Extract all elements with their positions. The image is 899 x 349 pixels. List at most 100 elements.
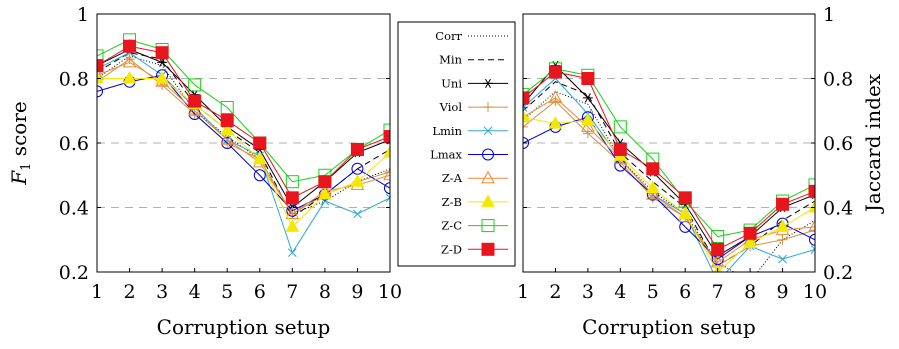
data-point	[523, 109, 530, 123]
data-point	[548, 90, 563, 103]
y-axis-label: Jaccard index	[861, 73, 885, 214]
series-lines	[97, 33, 390, 258]
tick-labels: 0.20.40.60.811 2 3 4 5 6 7 8 9 10	[517, 4, 853, 303]
data-point	[155, 70, 169, 84]
x-tick-label: 7	[712, 281, 724, 303]
series-line	[523, 77, 815, 272]
series-line	[97, 78, 390, 228]
legend-marker	[483, 78, 493, 88]
tick-labels: 0.20.40.60.811 2 3 4 5 6 7 8 9 10	[59, 4, 402, 303]
data-point	[582, 128, 593, 139]
data-point	[523, 103, 528, 112]
data-point	[385, 167, 390, 178]
data-point	[548, 116, 563, 129]
x-tick-label: 10	[378, 281, 402, 303]
x-axis-label: Corruption setup	[157, 315, 331, 339]
data-point	[383, 167, 390, 181]
data-point	[350, 142, 364, 156]
data-point	[646, 162, 660, 176]
series-line	[97, 48, 390, 209]
x-tick-label: 10	[803, 281, 827, 303]
legend-label: Lmin	[432, 124, 462, 138]
data-point	[743, 235, 757, 248]
legend-label: Z-B	[442, 195, 462, 209]
data-point	[808, 199, 815, 213]
legend-marker	[481, 170, 495, 184]
legend-entries: Corr Min Uni Viol Lmin Lmax Z-A Z-B Z-C Z-D	[430, 29, 508, 256]
data-point	[613, 120, 627, 134]
series-line	[97, 45, 390, 199]
x-tick-label: 5	[647, 281, 659, 303]
data-point	[122, 54, 137, 68]
series-z-d	[97, 39, 390, 205]
data-point	[350, 174, 365, 187]
x-tick-label: 1	[517, 281, 529, 303]
legend-marker	[481, 219, 495, 233]
y-tick-label: 1	[77, 4, 89, 26]
y-axis-label-rest: score	[7, 101, 31, 162]
data-point	[157, 57, 168, 67]
y-axis-label: F1 score	[7, 101, 34, 185]
data-point	[523, 91, 530, 105]
data-point	[188, 78, 202, 92]
data-point	[253, 169, 266, 182]
series-z-a	[523, 90, 815, 268]
legend-marker	[483, 102, 493, 113]
data-point	[384, 182, 390, 195]
x-tick-label: 6	[254, 281, 266, 303]
x-tick-label: 5	[221, 281, 233, 303]
data-point	[582, 93, 593, 103]
data-point	[97, 85, 103, 98]
x-tick-label: 8	[319, 281, 331, 303]
series-line	[523, 90, 815, 272]
data-point	[678, 206, 693, 219]
x-tick-label: 9	[351, 281, 363, 303]
legend-label: Corr	[435, 29, 462, 43]
data-point	[523, 137, 529, 149]
legend-label: Z-D	[441, 242, 462, 256]
x-tick-label: 8	[744, 281, 756, 303]
data-point	[97, 49, 104, 63]
data-point	[97, 70, 104, 84]
series-line	[97, 52, 390, 254]
data-point	[645, 187, 660, 200]
data-point	[711, 242, 725, 256]
legend-label: Z-C	[441, 219, 462, 233]
series-line	[523, 100, 815, 267]
data-point	[743, 226, 757, 240]
data-point	[775, 219, 790, 232]
data-point	[523, 121, 528, 132]
series-line	[97, 58, 390, 215]
data-point	[252, 151, 267, 165]
data-point	[253, 136, 267, 150]
legend-entry-uni: Uni	[441, 76, 508, 90]
y-tick-label: 0.8	[823, 69, 853, 91]
series-z-b	[523, 109, 815, 272]
data-point	[285, 219, 300, 232]
data-point	[711, 230, 725, 244]
y-tick-label: 0.4	[59, 198, 89, 220]
y-tick-label: 0.2	[59, 262, 89, 284]
data-point	[188, 94, 202, 108]
data-point	[285, 175, 299, 189]
data-point	[155, 46, 169, 60]
legend-label: Viol	[439, 100, 463, 114]
legend-label: Z-A	[442, 171, 463, 185]
data-point	[383, 145, 390, 158]
y-tick-label: 0.6	[59, 133, 89, 155]
data-point	[809, 233, 815, 246]
data-point	[810, 225, 815, 236]
y-tick-label: 1	[823, 4, 835, 26]
legend-entry-z-b: Z-B	[442, 194, 508, 209]
legend-marker	[481, 194, 495, 207]
x-tick-label: 6	[679, 281, 691, 303]
series-z-c	[523, 62, 815, 244]
data-point	[581, 112, 595, 126]
data-point	[285, 206, 300, 219]
y-tick-label: 0.8	[59, 69, 89, 91]
legend-entry-z-a: Z-A	[442, 170, 508, 185]
data-point	[808, 184, 815, 198]
x-tick-label: 1	[91, 281, 103, 303]
x-tick-label: 2	[124, 281, 136, 303]
data-point	[778, 254, 787, 264]
